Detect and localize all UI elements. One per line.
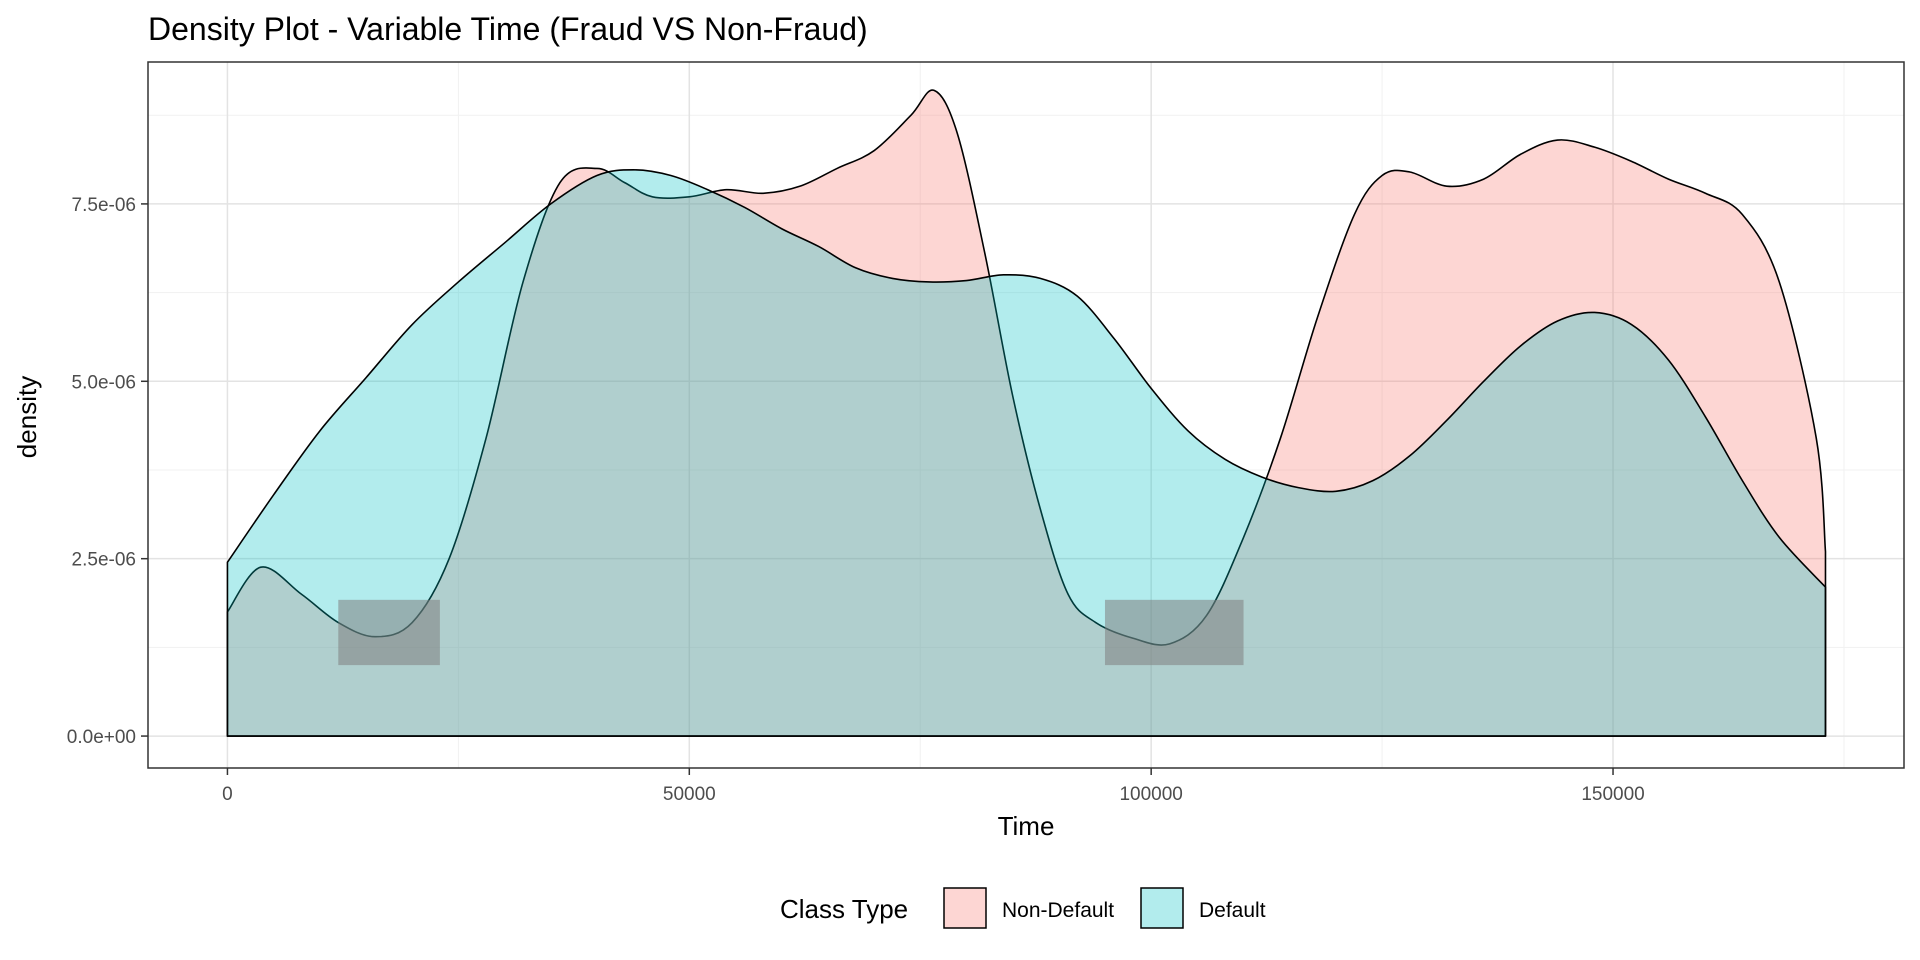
legend-key-non-default: [943, 887, 987, 929]
y-tick-label: 0.0e+00: [67, 727, 136, 748]
legend-title: Class Type: [780, 894, 908, 924]
y-tick-label: 5.0e-06: [72, 372, 136, 393]
highlight-box: [338, 599, 440, 666]
legend-label-default: Default: [1199, 899, 1266, 922]
panel-border: [147, 61, 1905, 769]
legend-key-background-default: [1141, 888, 1183, 928]
density-area-default: [226, 169, 1827, 737]
density-area-non-default: [226, 89, 1827, 737]
x-tick-label: 100000: [1119, 784, 1182, 805]
panel-background: [148, 62, 1904, 768]
chart-title: Density Plot - Variable Time (Fraud VS N…: [148, 11, 868, 47]
highlight-box: [1104, 599, 1244, 666]
y-tick-label: 2.5e-06: [72, 550, 136, 571]
y-tick-label: 7.5e-06: [72, 195, 136, 216]
x-tick-label: 150000: [1581, 784, 1644, 805]
legend-label-non-default: Non-Default: [1002, 899, 1114, 922]
x-axis-title: Time: [998, 811, 1055, 841]
x-tick-label: 50000: [663, 784, 716, 805]
legend: Class Type Non-Default Default: [780, 887, 1266, 929]
plot-panel: [147, 61, 1905, 769]
x-tick-label: 0: [222, 784, 233, 805]
y-axis-title: density: [12, 376, 42, 458]
legend-key-default: [1140, 887, 1184, 929]
legend-key-background-non-default: [944, 888, 986, 928]
